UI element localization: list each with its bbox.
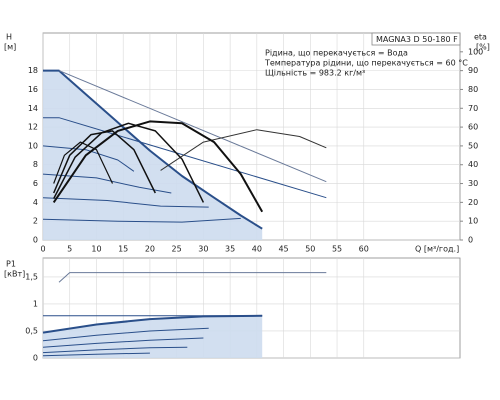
x-tick-label: 60 xyxy=(359,245,369,254)
x-tick-label: 15 xyxy=(118,245,128,254)
y2-tick-label: 40 xyxy=(468,160,478,169)
y2-tick-label: 10 xyxy=(468,217,478,226)
y-tick-label: 10 xyxy=(28,141,38,150)
y2-tick-label: 100 xyxy=(468,47,483,56)
curve xyxy=(42,327,209,342)
x-tick-label: 30 xyxy=(198,245,208,254)
y-axis-label: H xyxy=(6,33,12,42)
x-tick-label: 50 xyxy=(305,245,315,254)
y-tick-label: 18 xyxy=(28,66,38,75)
y-tick-label: 14 xyxy=(28,104,38,113)
curve xyxy=(52,120,264,213)
curve xyxy=(58,272,327,283)
x-tick-label: 35 xyxy=(225,245,235,254)
curve xyxy=(53,122,205,203)
y-axis-label: P1 xyxy=(6,260,16,269)
curve xyxy=(53,141,114,184)
curve xyxy=(42,337,204,348)
y-tick-label: 1,5 xyxy=(25,272,38,281)
annotation: Щільність = 983.2 кг/м³ xyxy=(265,69,365,78)
y-tick-label: 0,5 xyxy=(25,326,38,335)
y2-tick-label: 90 xyxy=(468,66,478,75)
y-tick-label: 12 xyxy=(28,123,38,132)
curve xyxy=(42,197,209,208)
y2-axis-label: eta xyxy=(474,33,487,42)
curve xyxy=(42,217,241,223)
y-tick-label: 1 xyxy=(33,299,38,308)
y2-axis-unit: [%] xyxy=(476,43,490,52)
y2-tick-label: 30 xyxy=(468,179,478,188)
curve xyxy=(53,130,156,194)
x-axis-label: Q [м³/год.] xyxy=(415,245,459,254)
y2-tick-label: 50 xyxy=(468,141,478,150)
x-tick-label: 40 xyxy=(252,245,262,254)
y2-tick-label: 70 xyxy=(468,104,478,113)
x-tick-label: 55 xyxy=(332,245,342,254)
y-tick-label: 6 xyxy=(33,179,38,188)
x-tick-label: 10 xyxy=(91,245,101,254)
y2-tick-label: 60 xyxy=(468,123,478,132)
curve xyxy=(58,70,327,183)
y-tick-label: 16 xyxy=(28,85,38,94)
annotation: Температура рідини, що перекачується = 6… xyxy=(264,59,468,68)
x-tick-label: 20 xyxy=(145,245,155,254)
area xyxy=(43,315,263,358)
curve xyxy=(42,352,150,357)
curve xyxy=(42,173,172,194)
model-label: MAGNA3 D 50-180 F xyxy=(376,35,458,44)
curve xyxy=(43,69,263,230)
y2-tick-label: 20 xyxy=(468,198,478,207)
y-tick-label: 4 xyxy=(33,198,38,207)
y-tick-label: 8 xyxy=(33,160,38,169)
y-tick-label: 0 xyxy=(33,354,38,363)
y-tick-label: 2 xyxy=(33,217,38,226)
x-tick-label: 0 xyxy=(40,245,45,254)
x-tick-label: 25 xyxy=(172,245,182,254)
curve xyxy=(42,145,135,172)
curve xyxy=(160,129,327,171)
y-axis-unit: [м] xyxy=(4,43,16,52)
x-tick-label: 5 xyxy=(67,245,72,254)
area xyxy=(43,70,263,240)
model-box xyxy=(371,32,461,46)
annotation: Рідина, що перекачується = Вода xyxy=(265,49,408,58)
x-tick-label: 45 xyxy=(278,245,288,254)
y-axis-unit: [кВт] xyxy=(4,270,25,279)
curve xyxy=(42,346,188,354)
y-tick-label: 0 xyxy=(33,236,38,245)
y2-tick-label: 80 xyxy=(468,85,478,94)
y2-tick-label: 0 xyxy=(468,236,473,245)
